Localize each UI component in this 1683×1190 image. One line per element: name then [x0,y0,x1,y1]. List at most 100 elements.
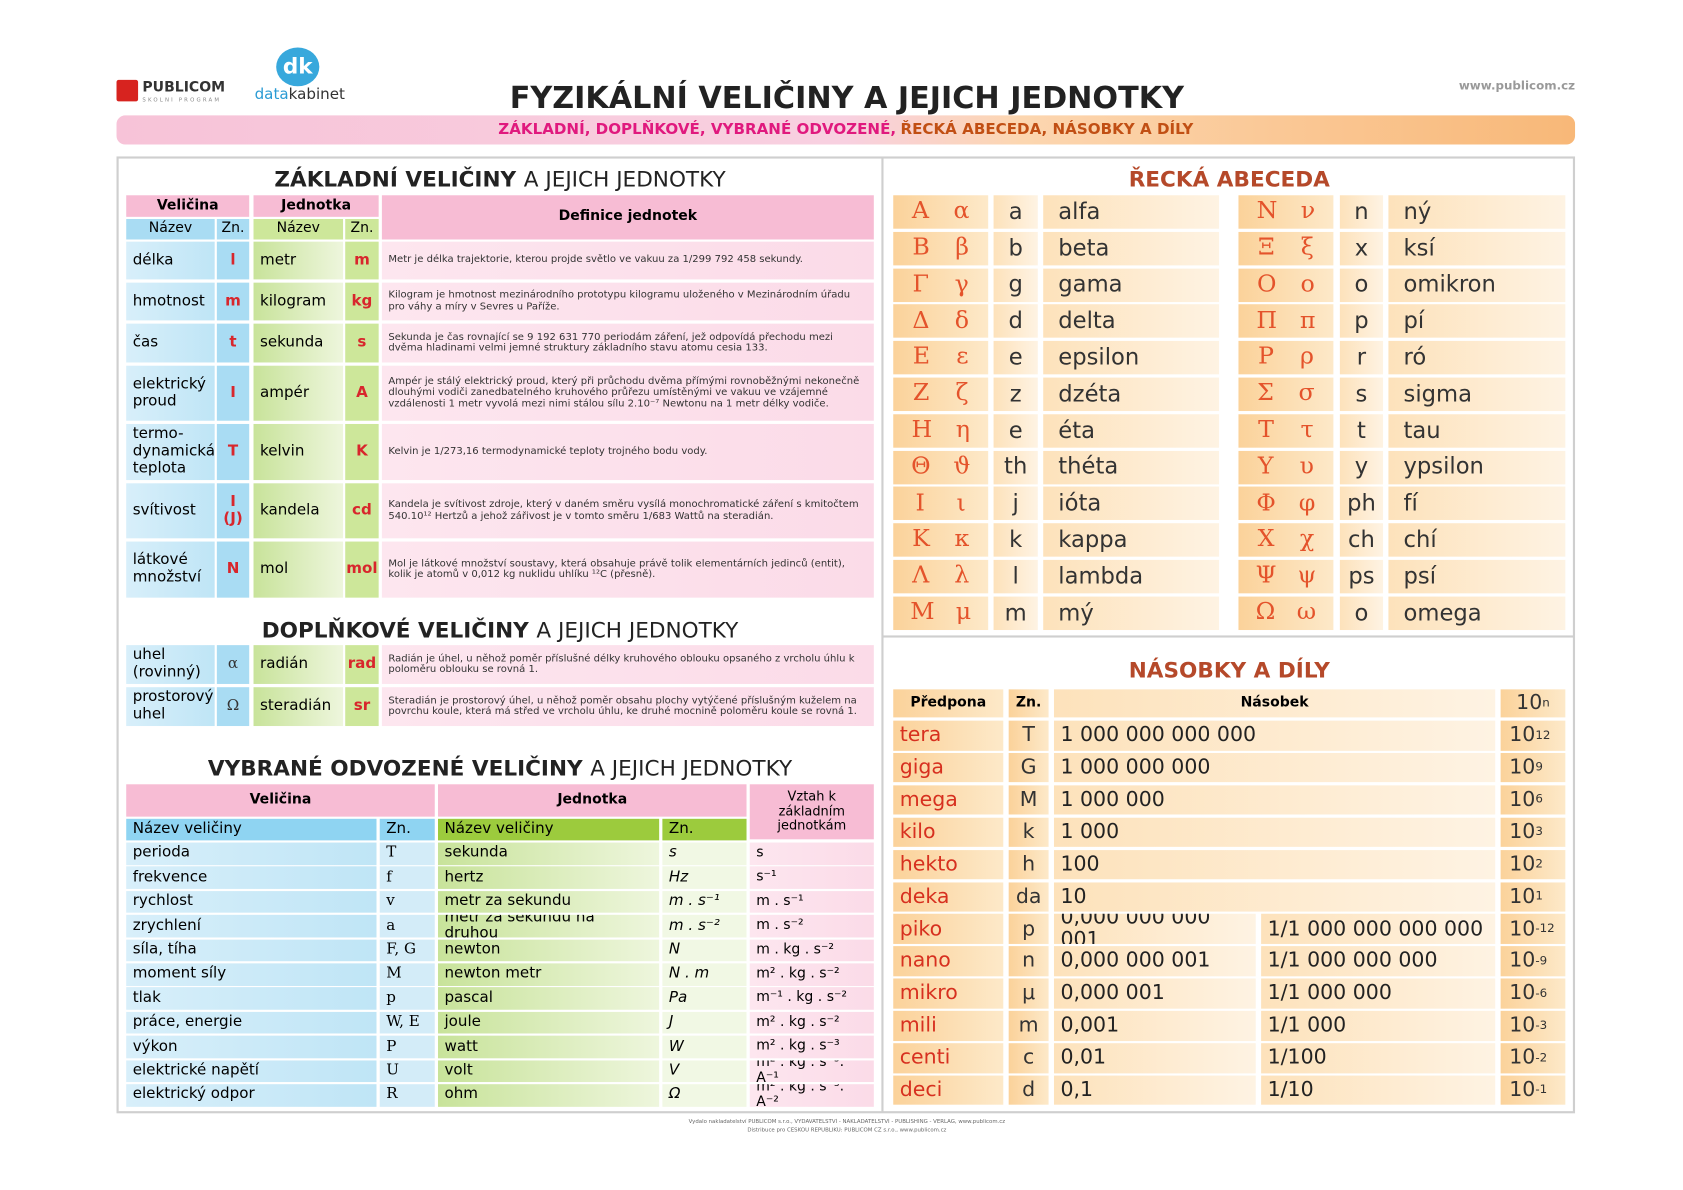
quantity-symbol: α [216,645,250,684]
factor-value: 1 000 000 000 000 [1053,720,1496,751]
power-base: 10 [1509,980,1536,1005]
unit-symbol: mol [345,541,379,598]
power-exp: 9 [1535,759,1543,775]
derived-relation: s⁻¹ [749,866,874,889]
quantity-name: čas [126,323,215,363]
greek-transliteration: e [993,341,1038,375]
greek-name: beta [1043,231,1220,266]
greek-transliteration: l [993,559,1038,594]
logo-text-2: kabinet [288,86,345,104]
header-cell: Zn. [662,818,747,841]
unit-symbol: sr [345,687,379,727]
header-cell: Zn. [1008,689,1049,718]
derived-unit-symbol: N [662,939,747,962]
greek-lower: τ [1300,416,1314,444]
derived-name: moment síly [126,963,377,986]
greek-transliteration: m [993,596,1038,630]
greek-upper: Θ [911,452,931,480]
derived-unit: watt [437,1035,660,1059]
page-title: FYZIKÁLNÍ VELIČINY A JEJICH JEDNOTKY [509,80,1184,116]
greek-upper: Ε [912,343,931,371]
greek-transliteration: y [1339,450,1384,484]
subtitle-part-1: ZÁKLADNÍ, DOPLŇKOVÉ, VYBRANÉ ODVOZENÉ, [498,120,897,139]
greek-upper: Ω [1255,598,1276,626]
greek-name: psí [1388,559,1566,594]
horizontal-divider [882,635,1574,638]
header-cell: 10 n [1500,689,1566,718]
derived-relation: m² . kg . s⁻³ [749,1035,874,1059]
power-base: 10 [1509,755,1536,779]
derived-unit-symbol: N . m [662,963,747,986]
section-title-rest: A JEJICH JEDNOTKY [536,616,739,643]
factor-value: 0,001 [1053,1010,1256,1041]
greek-upper: Σ [1257,379,1274,407]
quantity-symbol: N [216,541,250,598]
greek-name: ypsilon [1388,450,1566,484]
greek-name: éta [1043,414,1220,448]
power: 10 -6 [1500,978,1566,1009]
prefix-symbol: da [1008,881,1049,912]
derived-name: výkon [126,1035,377,1059]
power-base: 10 [1509,1013,1536,1037]
logo-text-1: data [254,86,289,104]
unit-definition: Ampér je stálý elektrický proud, který p… [381,365,874,421]
prefix-symbol: d [1008,1075,1049,1106]
quantity-name: svítivost [126,483,215,539]
greek-name: sigma [1388,377,1566,412]
derived-name: rychlost [126,890,377,914]
dk-logo-circle [276,47,320,87]
greek-lower: ι [956,489,966,517]
power: 10 9 [1500,752,1566,783]
greek-lower: ξ [1300,234,1314,262]
prefix-symbol: p [1008,914,1049,944]
header-cell: Název [253,218,344,240]
power: 10 -2 [1500,1043,1566,1073]
power: 10 -1 [1500,1075,1566,1106]
power: 10 1 [1500,881,1566,912]
section-title-bold: ZÁKLADNÍ VELIČINY [274,165,517,192]
section-title: NÁSOBKY A DÍLY [1128,656,1330,683]
brand: PUBLICOM [142,79,226,96]
greek-upper: Ν [1256,197,1278,225]
url: www.publicom.cz [1458,78,1576,93]
header-cell: Zn. [379,818,435,841]
derived-relation: m² . kg . s⁻² [749,963,874,986]
greek-upper: Ο [1256,270,1277,298]
greek-transliteration: ch [1339,523,1384,557]
greek-transliteration: b [993,231,1038,266]
greek-lower: ω [1296,598,1317,626]
prefix-symbol: h [1008,849,1049,880]
quantity-symbol: T [216,423,250,481]
derived-unit: newton metr [437,963,660,986]
greek-transliteration: n [1339,195,1384,229]
subtitle: ZÁKLADNÍ, DOPLŇKOVÉ, VYBRANÉ ODVOZENÉ, ŘE… [117,117,1576,145]
quantity-symbol: t [216,323,250,363]
derived-name: frekvence [126,866,377,889]
greek-upper: Γ [912,270,930,298]
greek-transliteration: e [993,414,1038,448]
prefix-symbol: T [1008,720,1049,751]
derived-unit-symbol: J [662,1011,747,1034]
derived-symbol: v [379,890,435,914]
derived-symbol: T [379,842,435,865]
greek-name: alfa [1043,195,1220,229]
power-base: 10 [1509,851,1536,876]
factor-value: 1 000 000 [1053,785,1496,815]
greek-lower: ν [1300,197,1316,225]
prefix: mili [893,1010,1004,1041]
greek-name: tau [1388,414,1566,448]
greek-upper: Τ [1258,416,1275,444]
unit-name: kandela [253,483,344,539]
greek-transliteration: g [993,268,1038,302]
derived-name: tlak [126,987,377,1010]
quantity-symbol: m [216,282,250,321]
main-panel [116,156,1576,1114]
